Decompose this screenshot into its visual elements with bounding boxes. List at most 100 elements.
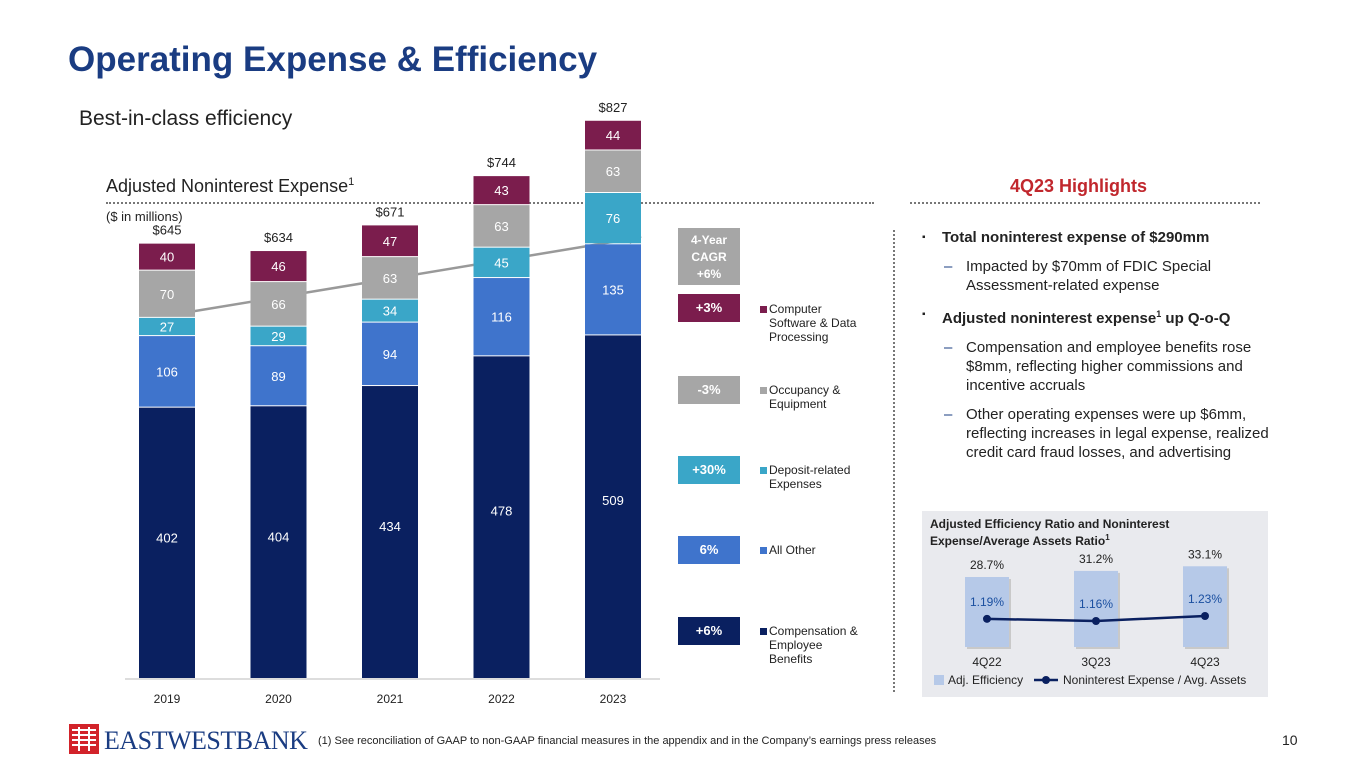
highlight-item: – Other operating expenses were up $6mm, … (944, 406, 1269, 461)
legend-label: All Other (769, 543, 816, 557)
highlight-item: – Compensation and employee benefits rose… (944, 339, 1252, 394)
asset-ratio-point (1092, 617, 1100, 625)
asset-ratio-label: 1.23% (1188, 592, 1222, 606)
bar-value-label: 509 (602, 493, 624, 508)
cagr-value: +30% (678, 456, 740, 484)
highlights-divider (910, 202, 1260, 204)
highlight-item: ▪ Total noninterest expense of $290mm (922, 229, 1210, 246)
asset-ratio-label: 1.16% (1079, 597, 1113, 611)
bar-value-label: 44 (606, 128, 620, 143)
bar-value-label: 89 (271, 369, 285, 384)
legend-label: Expenses (769, 477, 822, 491)
bar-total-label: $645 (153, 223, 182, 238)
legend-label: Processing (769, 330, 829, 344)
bar-segment (585, 120, 641, 150)
page-subtitle: Best-in-class efficiency (79, 107, 293, 130)
bar-segment (362, 257, 418, 299)
page-number: 10 (1282, 732, 1298, 748)
bar-value-label: 116 (491, 310, 512, 325)
bar-segment (362, 322, 418, 386)
efficiency-bar-label: 28.7% (970, 558, 1004, 572)
x-tick-label: 4Q22 (972, 655, 1002, 669)
bar-segment (139, 407, 195, 678)
efficiency-panel: Adjusted Efficiency Ratio and Noninteres… (922, 511, 1268, 697)
bar-value-label: 45 (494, 255, 508, 270)
bar-segment (585, 150, 641, 192)
bar-value-label: 47 (383, 234, 397, 249)
efficiency-bar-label: 33.1% (1188, 547, 1222, 561)
dash-icon: – (944, 258, 953, 275)
legend-swatch (760, 306, 767, 313)
bar-value-label: 34 (383, 304, 397, 319)
legend-swatch (760, 628, 767, 635)
legend-item: All Other (760, 543, 875, 557)
legend-marker (1042, 676, 1050, 684)
efficiency-bar (965, 577, 1009, 647)
cagr-value: +6% (678, 617, 740, 645)
legend-label: Computer (769, 302, 822, 316)
bar-value-label: 46 (271, 259, 285, 274)
highlight-item: – Impacted by $70mm of FDIC Special Asses… (944, 258, 1212, 294)
cagr-value: +3% (678, 294, 740, 322)
bar-segment (139, 270, 195, 317)
bar-segment (473, 356, 530, 678)
bar-value-label: 94 (383, 347, 397, 362)
bar-segment (362, 225, 418, 257)
efficiency-chart: 28.7% 1.19% 4Q22 31.2% 1.16% 3Q23 33.1% 1.23% 4Q… (934, 547, 1246, 687)
bar-segment (250, 406, 307, 678)
bar-segment (585, 335, 641, 678)
legend-label: Deposit-related (769, 463, 851, 477)
legend-item: Compensation & Employee Benefits (760, 624, 875, 666)
bar-segment (585, 244, 641, 335)
x-tick-label: 2023 (600, 692, 627, 706)
bar-segment (139, 243, 195, 270)
footnote: (1) See reconciliation of GAAP to non-GA… (318, 735, 937, 747)
bar-value-label: 43 (494, 183, 508, 198)
bar-segment (473, 205, 530, 247)
x-tick-label: 2021 (377, 692, 404, 706)
highlight-item: ▪ Adjusted noninterest expense1 up Q-o-Q (922, 305, 1272, 328)
page-title: Operating Expense & Efficiency (68, 40, 598, 79)
bar-segment (585, 193, 641, 244)
highlights-list: ▪ Total noninterest expense of $290mm – Imp… (922, 228, 1272, 472)
bar-value-label: 70 (160, 287, 174, 302)
cagr-value: 6% (678, 536, 740, 564)
legend-label: Noninterest Expense / Avg. Assets (1063, 673, 1246, 687)
legend-label: Adj. Efficiency (948, 673, 1023, 687)
bar-total-label: $671 (376, 204, 405, 219)
efficiency-bar-label: 31.2% (1079, 552, 1113, 566)
bar-value-label: 402 (156, 530, 178, 545)
bar-segment (250, 282, 307, 326)
bar-total-label: $827 (599, 100, 628, 115)
legend-item: Occupancy & Equipment (760, 383, 875, 411)
x-tick-label: 3Q23 (1081, 655, 1111, 669)
legend-swatch (760, 547, 767, 554)
bar-value-label: 27 (160, 319, 174, 334)
bar-total-label: $634 (264, 230, 293, 245)
asset-ratio-label: 1.19% (970, 595, 1004, 609)
bar-segment (362, 299, 418, 322)
bar-value-label: 434 (379, 519, 401, 534)
legend-label: Compensation & (769, 624, 858, 638)
expense-chart: 402 106 27 70 40 $645 2019 404 89 29 66 46 $634 2020 4… (125, 100, 660, 706)
legend-swatch (760, 467, 767, 474)
bar-segment (473, 176, 530, 205)
x-tick-label: 2022 (488, 692, 515, 706)
bar-segment (139, 317, 195, 336)
dash-icon: – (944, 339, 953, 356)
bar-segment (473, 247, 530, 278)
legend-swatch (934, 675, 944, 685)
x-tick-label: 4Q23 (1190, 655, 1220, 669)
bar-value-label: 40 (160, 250, 174, 265)
legend-label: Employee (769, 638, 823, 652)
bullet-icon: ▪ (922, 232, 926, 243)
expense-section-title: Adjusted Noninterest Expense1 (106, 176, 355, 196)
legend-label: Software & Data (769, 316, 857, 330)
bar-value-label: 135 (602, 282, 624, 297)
bar-value-label: 106 (156, 364, 178, 379)
dash-icon: – (944, 406, 953, 423)
legend-item: Computer Software & Data Processing (760, 302, 875, 344)
asset-ratio-point (983, 614, 991, 623)
highlights-title: 4Q23 Highlights (1010, 176, 1148, 196)
bar-value-label: 76 (606, 211, 620, 226)
